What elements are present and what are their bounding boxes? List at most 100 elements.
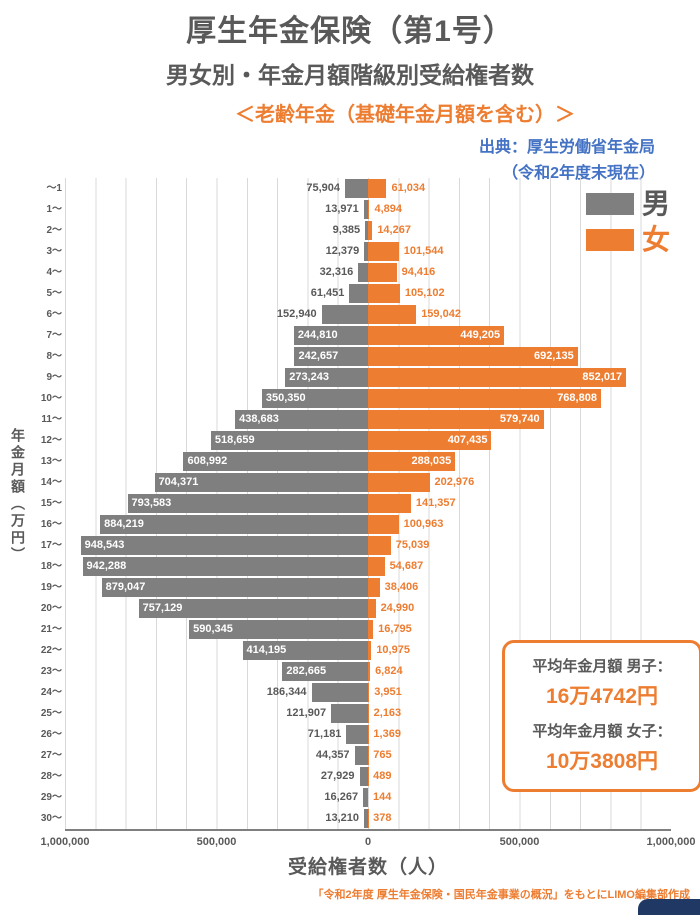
bar-female [368,410,544,429]
bar-male [349,284,368,303]
chart-subtitle-note: ＜老齢年金（基礎年金月額を含む）＞ [235,104,575,126]
x-axis-tick: 500,000 [196,836,237,848]
chart-row: 13,971 4,894 [65,199,671,220]
bar-male [345,179,368,198]
bar-male [294,347,368,366]
bar-male [82,557,368,576]
bar-value-male: 350,350 [265,392,306,404]
chart-row: 793,583 141,357 [65,493,671,514]
chart-row: 704,371 202,976 [65,472,671,493]
bar-value-female: 852,017 [582,371,623,383]
legend-swatch-male [586,193,634,215]
chart-row: 242,657 692,135 [65,346,671,367]
x-axis-tick: 1,000,000 [646,836,696,848]
bar-male [311,683,368,702]
bar-male [365,221,368,240]
y-axis-label: 25～ [40,708,62,719]
bar-male [363,200,368,219]
bar-value-female: 449,205 [460,329,501,341]
y-axis-label: 23～ [40,666,62,677]
bar-value-male: 27,929 [320,770,355,782]
y-axis-label: 12～ [40,435,62,446]
chart-row: 121,907 2,163 [65,703,671,724]
bar-male [127,494,368,513]
bar-male [358,263,368,282]
bar-female [368,347,578,366]
average-male-label: 平均年金月額 男子： [532,658,672,675]
chart-row: 9,385 14,267 [65,220,671,241]
bar-value-male: 32,316 [319,266,354,278]
bar-value-female: 1,369 [373,728,401,740]
y-axis-label: 14～ [40,477,62,488]
bar-female [368,326,505,345]
x-axis-title: 受給権者数（人） [287,857,448,878]
bar-female [368,368,627,387]
legend-item-female: 女 [586,226,670,254]
bar-female [368,599,376,618]
y-axis-label: 5～ [46,288,62,299]
bar-female [368,641,372,660]
bar-value-female: 489 [373,770,392,782]
bar-value-female: 407,435 [447,434,488,446]
bar-value-male: 414,195 [246,644,287,656]
bar-female [368,662,371,681]
chart-row: 75,904 61,034 [65,178,671,199]
x-axis-tick: 500,000 [499,836,540,848]
bar-value-male: 71,181 [307,728,342,740]
bar-value-male: 879,047 [105,581,146,593]
bar-value-male: 608,992 [187,455,228,467]
bar-female [368,284,400,303]
bar-value-female: 61,034 [391,182,426,194]
y-axis-label: 19～ [40,582,62,593]
chart-source-line: 出典：厚生労働省年金局 [478,139,655,156]
chart-row: 44,357 765 [65,745,671,766]
bar-male [183,452,368,471]
bar-female [368,389,601,408]
bar-female [368,242,399,261]
bar-value-male: 121,907 [286,707,327,719]
legend-item-male: 男 [586,190,670,218]
bar-female [368,221,373,240]
average-male-value: 16万4742円 [545,685,659,708]
bar-value-male: 942,288 [86,560,127,572]
chart-row: 518,659 407,435 [65,430,671,451]
average-summary-box: 平均年金月額 男子： 16万4742円 平均年金月額 女子： 10万3808円 [502,640,700,792]
chart-row: 414,195 10,975 [65,640,671,661]
bar-value-male: 704,371 [158,476,199,488]
bar-male [80,536,368,555]
bar-female [368,452,456,471]
bar-value-female: 579,740 [499,413,540,425]
bar-value-female: 100,963 [403,518,444,530]
y-axis-label: 30～ [40,813,62,824]
y-axis-label: 9～ [46,372,62,383]
bar-value-male: 282,665 [286,665,327,677]
bar-value-male: 757,129 [142,602,183,614]
bar-value-male: 152,940 [276,308,317,320]
chart-row: 942,288 54,687 [65,556,671,577]
chart-subtitle: 男女別・年金月額階級別受給権者数 [166,62,534,88]
legend-label-male: 男 [642,188,671,219]
bar-female [368,620,374,639]
bar-female [368,494,411,513]
bar-male [282,662,368,681]
bar-value-female: 378 [373,812,392,824]
bar-male [346,725,368,744]
bar-value-male: 273,243 [289,371,329,383]
bar-value-female: 16,795 [378,623,412,635]
y-axis-label: 13～ [40,456,62,467]
chart-row: 879,047 38,406 [65,577,671,598]
bar-male [235,410,368,429]
bar-value-female: 202,976 [434,476,475,488]
bar-value-female: 4,894 [374,203,402,215]
bar-female [368,683,370,702]
chart-date-line: （令和2年度末現在） [502,165,655,182]
y-axis-label: 21～ [40,624,62,635]
chart-row: 884,219 100,963 [65,514,671,535]
chart-row: 757,129 24,990 [65,598,671,619]
y-axis-title: 年金月額（万円） [10,428,26,564]
bar-female [368,536,391,555]
bar-value-male: 16,267 [324,791,359,803]
bar-value-male: 438,683 [239,413,279,425]
bar-value-female: 75,039 [395,539,430,551]
